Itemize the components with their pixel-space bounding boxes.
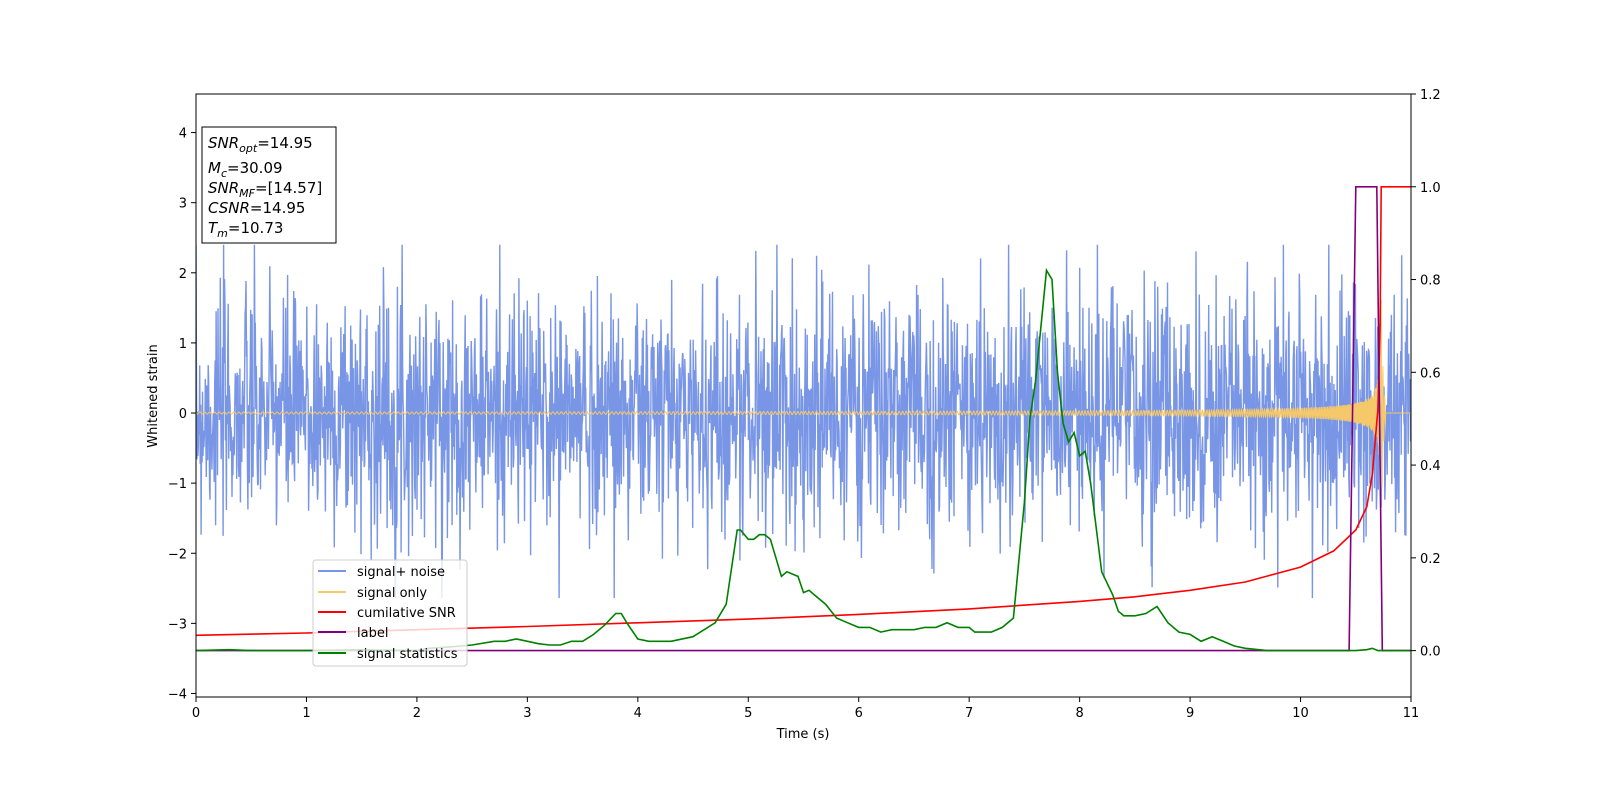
legend-label-signal-only: signal only <box>357 586 427 601</box>
series-signal-noise <box>196 244 1411 599</box>
y-right-tick-label: 0.4 <box>1420 459 1441 474</box>
y-left-tick-label: −4 <box>168 687 187 702</box>
legend-label-signal-noise: signal+ noise <box>357 565 445 580</box>
y-left-tick-label: 2 <box>179 267 187 282</box>
legend-item-signal-noise: signal+ noise <box>318 565 445 580</box>
x-tick-label: 9 <box>1186 706 1194 721</box>
x-tick-label: 1 <box>302 706 310 721</box>
legend-item-signal-only: signal only <box>318 586 427 601</box>
plot-series <box>196 186 1411 652</box>
y-left-tick-label: 1 <box>179 337 187 352</box>
series-signal-only <box>196 299 1411 488</box>
info-mc-value: 30.09 <box>240 159 283 177</box>
x-tick-label: 0 <box>192 706 200 721</box>
info-box: SNRopt=14.95 Mc=30.09 SNRMF=[14.57] CSNR… <box>201 126 337 244</box>
legend-item-label: label <box>318 626 388 641</box>
y-right-tick-label: 0.8 <box>1420 274 1441 289</box>
legend: signal+ noise signal only cumilative SNR… <box>312 559 468 667</box>
x-tick-label: 10 <box>1292 706 1309 721</box>
x-tick-label: 11 <box>1403 706 1420 721</box>
legend-label-cumulative-snr: cumilative SNR <box>357 606 456 621</box>
x-tick-label: 3 <box>523 706 531 721</box>
y-left-tick-label: 3 <box>179 197 187 212</box>
legend-item-signal-statistics: signal statistics <box>318 647 458 662</box>
y-right-tick-label: 1.2 <box>1420 88 1441 103</box>
legend-label-signal-statistics: signal statistics <box>357 647 458 662</box>
legend-item-cumulative-snr: cumilative SNR <box>318 606 456 621</box>
x-tick-label: 8 <box>1075 706 1083 721</box>
series-signal-statistics <box>196 267 1411 652</box>
x-axis: 0 1 2 3 4 5 6 7 8 9 10 11 <box>192 697 1419 721</box>
info-snr-mf-value: [14.57] <box>268 179 323 197</box>
y-right-tick-label: 1.0 <box>1420 181 1441 196</box>
y-axis-left: −4 −3 −2 −1 0 1 2 3 4 <box>168 127 196 702</box>
info-snr-mf: SNRMF=[14.57] <box>208 179 322 200</box>
y-axis-right: 0.0 0.2 0.4 0.6 0.8 1.0 1.2 <box>1411 88 1441 660</box>
y-right-tick-label: 0.2 <box>1420 552 1441 567</box>
info-tm-value: 10.73 <box>240 219 283 237</box>
plot-frame <box>195 93 1412 698</box>
info-box-frame <box>201 126 337 244</box>
y-left-tick-label: −2 <box>168 547 187 562</box>
x-axis-label: Time (s) <box>776 727 830 742</box>
y-left-tick-label: 4 <box>179 127 187 142</box>
x-tick-label: 4 <box>634 706 642 721</box>
x-tick-label: 5 <box>744 706 752 721</box>
x-tick-label: 7 <box>965 706 973 721</box>
series-cumulative-snr <box>196 186 1411 637</box>
info-mc: Mc=30.09 <box>208 159 283 180</box>
x-tick-label: 2 <box>413 706 421 721</box>
info-tm: Tm=10.73 <box>208 219 283 240</box>
legend-frame <box>312 559 468 667</box>
y-left-tick-label: 0 <box>179 407 187 422</box>
info-snr-opt-value: 14.95 <box>270 134 313 152</box>
y-right-tick-label: 0.0 <box>1420 645 1441 660</box>
info-csnr: CSNR=14.95 <box>208 199 305 217</box>
x-tick-label: 6 <box>855 706 863 721</box>
info-csnr-value: 14.95 <box>263 199 306 217</box>
y-right-tick-label: 0.6 <box>1420 366 1441 381</box>
y-left-tick-label: −1 <box>168 477 187 492</box>
legend-label-label: label <box>357 626 388 641</box>
y-axis-label: Whitened strain <box>146 344 161 447</box>
y-left-tick-label: −3 <box>168 617 187 632</box>
info-snr-opt: SNRopt=14.95 <box>208 134 313 155</box>
